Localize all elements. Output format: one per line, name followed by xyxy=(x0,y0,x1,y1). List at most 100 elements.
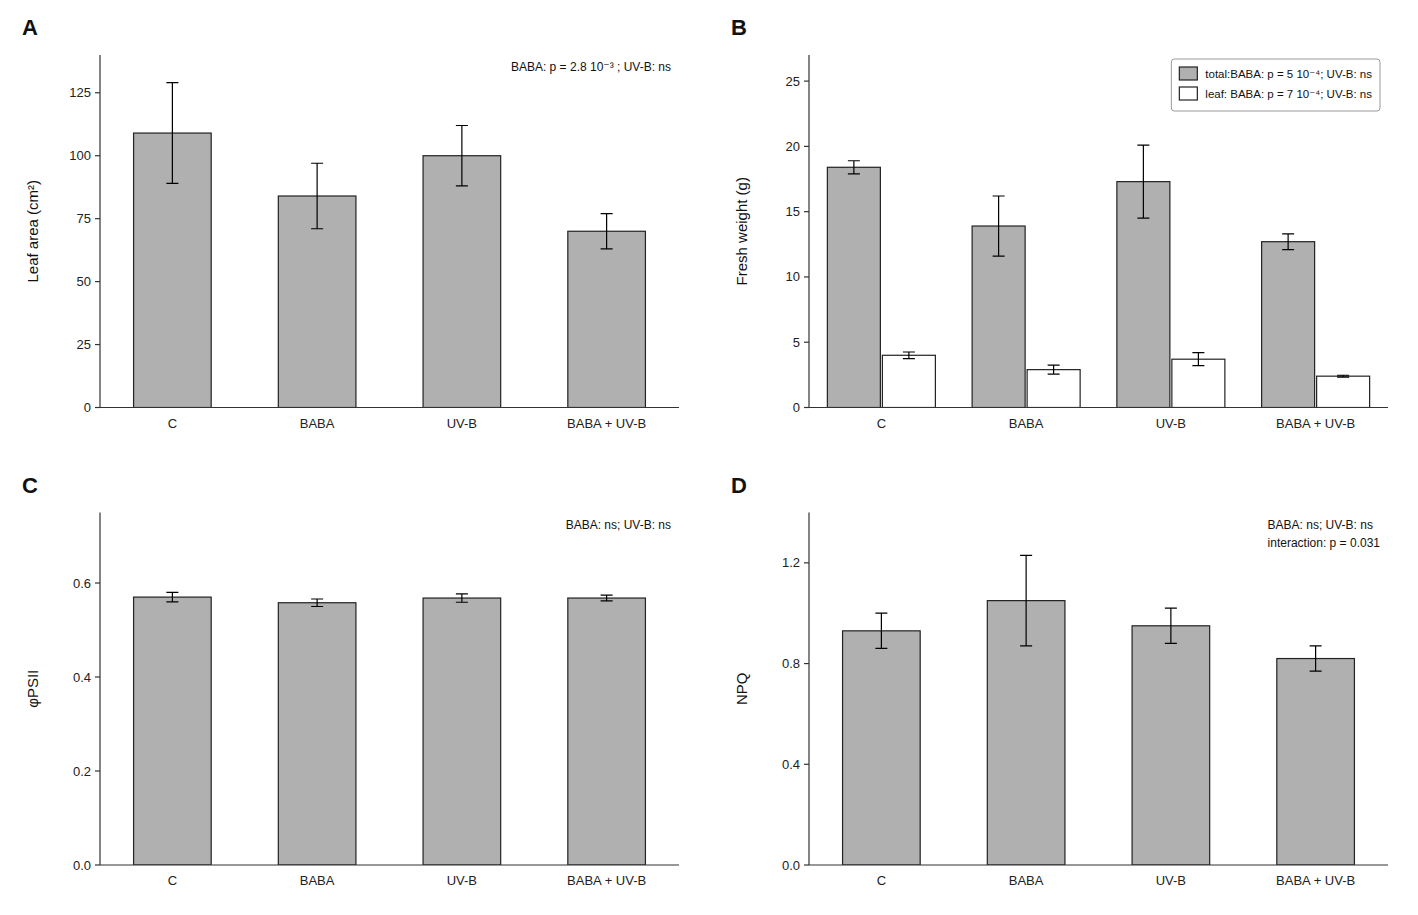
legend: total:BABA: p = 5 10⁻⁴; UV-B: nsleaf: BA… xyxy=(1171,59,1380,111)
y-axis-label: NPQ xyxy=(733,672,750,705)
y-tick xyxy=(804,146,809,147)
y-tick xyxy=(95,676,100,677)
bar xyxy=(827,167,880,407)
y-tick-label: 5 xyxy=(793,335,800,350)
x-tick-label: BABA xyxy=(300,416,335,431)
y-tick-label: 75 xyxy=(77,211,91,226)
y-tick-label: 1.2 xyxy=(782,555,800,570)
x-tick-label: C xyxy=(168,416,177,431)
error-bar xyxy=(166,83,178,184)
bar xyxy=(1317,376,1370,407)
error-bar xyxy=(1020,555,1032,646)
x-tick-label: BABA + UV-B xyxy=(567,416,646,431)
x-tick-label: BABA + UV-B xyxy=(1276,416,1355,431)
error-bar xyxy=(601,214,613,249)
y-axis-line xyxy=(99,55,100,408)
y-tick-label: 0 xyxy=(793,400,800,415)
x-tick-label: BABA xyxy=(1009,416,1044,431)
error-bar xyxy=(848,161,860,174)
x-tick-label: BABA xyxy=(1009,873,1044,888)
bar xyxy=(423,598,501,865)
error-bar xyxy=(875,613,887,648)
x-tick-label: BABA + UV-B xyxy=(1276,873,1355,888)
y-tick xyxy=(95,770,100,771)
x-tick-label: BABA xyxy=(300,873,335,888)
y-tick xyxy=(804,562,809,563)
error-bar xyxy=(993,196,1005,256)
plot-area xyxy=(134,592,646,865)
error-bar xyxy=(903,352,915,359)
y-tick xyxy=(95,218,100,219)
panel: A0255075100125CBABAUV-BBABA + UV-BLeaf a… xyxy=(22,15,679,431)
figure: A0255075100125CBABAUV-BBABA + UV-BLeaf a… xyxy=(0,0,1418,915)
x-axis-line xyxy=(809,864,1388,865)
y-tick xyxy=(804,407,809,408)
error-bar xyxy=(1165,608,1177,643)
y-tick-label: 0.2 xyxy=(73,764,91,779)
y-tick xyxy=(95,344,100,345)
bar xyxy=(278,603,356,865)
bar xyxy=(568,231,646,407)
error-bar xyxy=(456,126,468,186)
panel: C0.00.20.40.6CBABAUV-BBABA + UV-BφPSIIBA… xyxy=(22,473,679,889)
bar xyxy=(1027,370,1080,408)
y-tick-label: 15 xyxy=(786,204,800,219)
annotation: BABA: p = 2.8 10⁻³ ; UV-B: ns xyxy=(511,60,671,74)
y-tick-label: 10 xyxy=(786,269,800,284)
x-tick-label: C xyxy=(877,873,886,888)
y-tick-label: 25 xyxy=(786,74,800,89)
y-tick xyxy=(95,582,100,583)
panel-label: A xyxy=(22,15,38,40)
error-bar xyxy=(311,599,323,607)
bar xyxy=(1132,626,1210,865)
y-tick-label: 100 xyxy=(69,148,91,163)
x-tick-label: UV-B xyxy=(447,873,477,888)
y-tick-label: 0.0 xyxy=(73,858,91,873)
legend-label: leaf: BABA: p = 7 10⁻⁴; UV-B: ns xyxy=(1205,88,1372,100)
x-tick-label: UV-B xyxy=(447,416,477,431)
y-tick-label: 0.8 xyxy=(782,656,800,671)
x-axis-line xyxy=(100,407,679,408)
annotation: BABA: ns; UV-B: ns xyxy=(566,518,671,532)
y-tick xyxy=(804,81,809,82)
y-tick xyxy=(804,663,809,664)
bar xyxy=(1262,242,1315,408)
y-tick-label: 0.4 xyxy=(782,757,800,772)
error-bar xyxy=(1048,365,1060,374)
error-bar xyxy=(456,594,468,602)
y-tick xyxy=(95,864,100,865)
y-tick xyxy=(804,764,809,765)
error-bar xyxy=(311,163,323,228)
y-tick-label: 0.4 xyxy=(73,670,91,685)
x-tick-label: UV-B xyxy=(1156,873,1186,888)
bar xyxy=(843,631,921,865)
y-tick xyxy=(804,864,809,865)
y-tick xyxy=(804,276,809,277)
x-axis-line xyxy=(809,407,1388,408)
bar xyxy=(1172,359,1225,407)
y-tick-label: 125 xyxy=(69,85,91,100)
legend-swatch xyxy=(1179,87,1197,100)
error-bar xyxy=(1192,353,1204,366)
error-bar xyxy=(601,595,613,601)
y-tick xyxy=(95,281,100,282)
y-tick-label: 0.6 xyxy=(73,576,91,591)
bar xyxy=(423,156,501,408)
y-tick-label: 50 xyxy=(77,274,91,289)
y-axis-label: φPSII xyxy=(24,670,41,708)
legend-swatch xyxy=(1179,67,1197,80)
y-axis-label: Fresh weight (g) xyxy=(733,177,750,285)
y-axis-line xyxy=(808,513,809,866)
error-bar xyxy=(166,592,178,601)
error-bar xyxy=(1137,145,1149,218)
y-tick-label: 20 xyxy=(786,139,800,154)
annotation: interaction: p = 0.031 xyxy=(1268,536,1381,550)
y-tick-label: 25 xyxy=(77,337,91,352)
x-tick-label: UV-B xyxy=(1156,416,1186,431)
bar xyxy=(1277,659,1355,865)
plot-area xyxy=(827,145,1369,407)
error-bar xyxy=(1337,375,1349,377)
y-axis-line xyxy=(808,55,809,408)
panel-label: C xyxy=(22,473,38,498)
plot-area xyxy=(134,83,646,408)
